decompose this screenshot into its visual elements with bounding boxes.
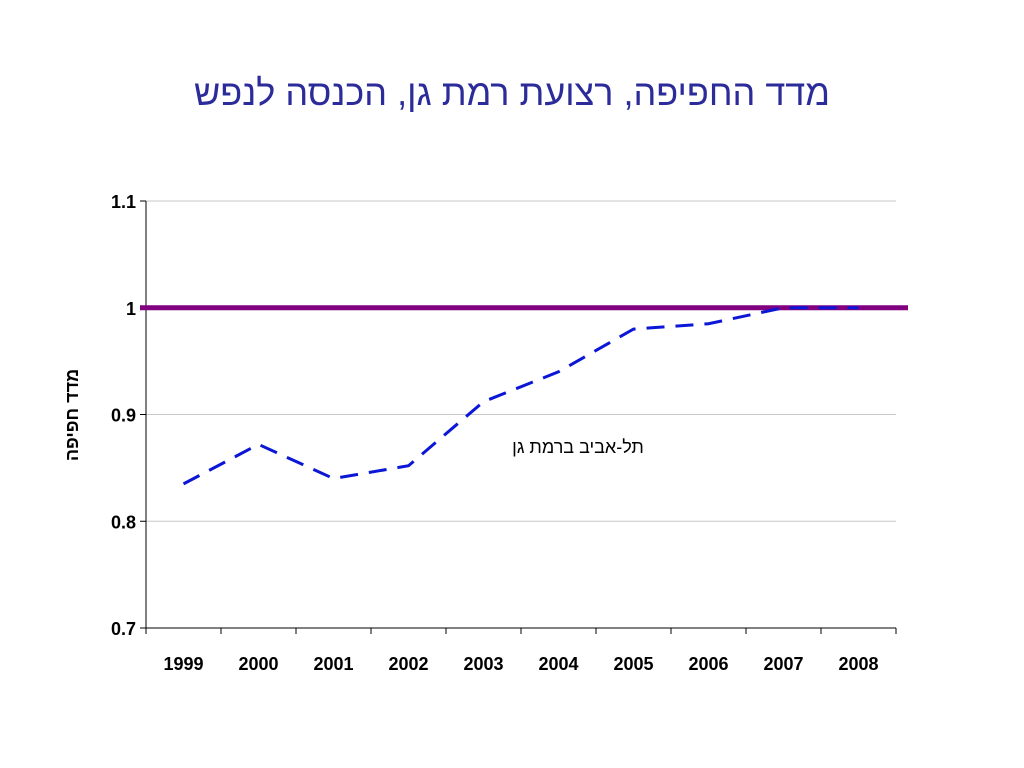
chart-title: מדד החפיפה, רצועת רמת גן, הכנסה לנפש xyxy=(194,72,830,113)
x-tick-label: 2007 xyxy=(763,654,803,674)
x-tick-label: 2008 xyxy=(838,654,878,674)
y-axis-label: מדד חפיפה xyxy=(62,369,82,461)
x-tick-label: 1999 xyxy=(163,654,203,674)
series-line xyxy=(182,306,859,486)
x-tick-label: 2006 xyxy=(688,654,728,674)
y-tick-labels: 0.7 0.8 0.9 1 1.1 xyxy=(111,192,136,639)
x-tick-label: 2004 xyxy=(538,654,578,674)
y-tick-label: 0.9 xyxy=(111,406,136,426)
y-tick-label: 1.1 xyxy=(111,192,136,212)
gridlines xyxy=(146,200,896,522)
series-annotation: תל-אביב ברמת גן xyxy=(512,437,644,457)
x-tick-labels: 1999 2000 2001 2002 2003 2004 2005 2006 2007 2008 xyxy=(163,654,878,674)
y-tick-label: 0.7 xyxy=(111,619,136,639)
series-lines xyxy=(182,306,859,486)
x-tick-label: 2002 xyxy=(388,654,428,674)
x-tick-label: 2001 xyxy=(313,654,353,674)
y-tick-label: 0.8 xyxy=(111,512,136,532)
y-tick-label: 1 xyxy=(126,299,136,319)
x-tick-label: 2000 xyxy=(238,654,278,674)
axes xyxy=(140,200,897,634)
x-tick-label: 2005 xyxy=(613,654,653,674)
x-tick-label: 2003 xyxy=(463,654,503,674)
